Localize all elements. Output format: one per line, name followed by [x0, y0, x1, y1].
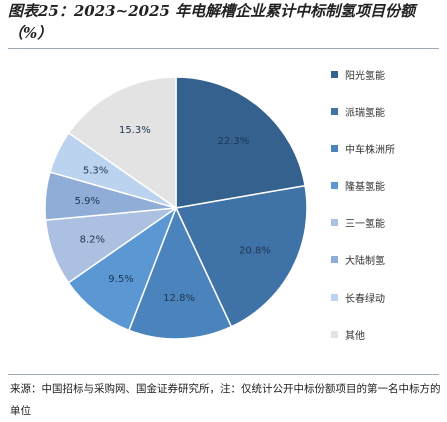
- legend-item: 三一氢能: [331, 215, 441, 231]
- legend-item: 阳光氢能: [331, 66, 441, 82]
- pie-data-label-6: 5.9%: [75, 196, 100, 207]
- pie-slice-1: [175, 76, 306, 209]
- footer-divider: [8, 374, 439, 375]
- legend-swatch: [331, 293, 338, 301]
- pie-data-label-2: 20.8%: [239, 245, 271, 256]
- pie-data-labels: 22.3% 20.8% 12.8% 9.5% 8.2% 5.9% 5.3% 15.3%: [75, 125, 271, 304]
- legend-item: 派瑞氢能: [331, 103, 441, 119]
- pie-data-label-4: 9.5%: [108, 274, 133, 285]
- chart-title: 图表25：2023~2025 年电解槽企业累计中标制氢项目份额（%）: [8, 2, 416, 42]
- legend-item: 其他: [331, 326, 441, 342]
- pie-data-label-3: 12.8%: [163, 293, 195, 304]
- legend-label: 其他: [345, 330, 365, 342]
- title-divider: [8, 48, 439, 49]
- pie-data-label-8: 15.3%: [119, 125, 151, 136]
- legend-swatch: [331, 107, 338, 115]
- legend-swatch: [331, 219, 338, 227]
- legend-swatch: [331, 182, 338, 190]
- legend-swatch: [331, 144, 338, 152]
- pie-slice-3: [128, 206, 233, 340]
- legend-swatch: [331, 330, 338, 338]
- legend-label: 中车株洲所: [345, 144, 395, 156]
- legend-item: 中车株洲所: [331, 140, 441, 156]
- pie-data-label-1: 22.3%: [217, 136, 249, 147]
- pie-slice-8: [67, 76, 177, 210]
- pie-data-label-5: 8.2%: [80, 235, 105, 246]
- legend-label: 派瑞氢能: [345, 107, 385, 119]
- pie-chart: 22.3% 20.8% 12.8% 9.5% 8.2% 5.9% 5.3% 15.3%: [44, 76, 308, 340]
- chart-legend: 阳光氢能派瑞氢能中车株洲所隆基氢能三一氢能大陆制氢长春绿动其他: [331, 66, 441, 364]
- legend-label: 大陆制氢: [345, 256, 385, 268]
- legend-item: 大陆制氢: [331, 252, 441, 268]
- pie-data-label-7: 5.3%: [83, 166, 108, 177]
- source-note: 来源：中国招标与采购网、国金证券研究所，注：仅统计公开中标份额项目的第一名中标方…: [10, 383, 441, 417]
- pie-slice-4: [67, 205, 178, 332]
- legend-label: 长春绿动: [345, 293, 385, 305]
- legend-swatch: [331, 256, 338, 264]
- legend-label: 隆基氢能: [345, 182, 385, 194]
- legend-item: 长春绿动: [331, 289, 441, 305]
- legend-item: 隆基氢能: [331, 178, 441, 194]
- legend-swatch: [331, 70, 338, 78]
- legend-label: 三一氢能: [345, 219, 385, 231]
- pie-slices: [44, 76, 308, 340]
- legend-label: 阳光氢能: [345, 70, 385, 82]
- pie-slice-2: [174, 184, 308, 328]
